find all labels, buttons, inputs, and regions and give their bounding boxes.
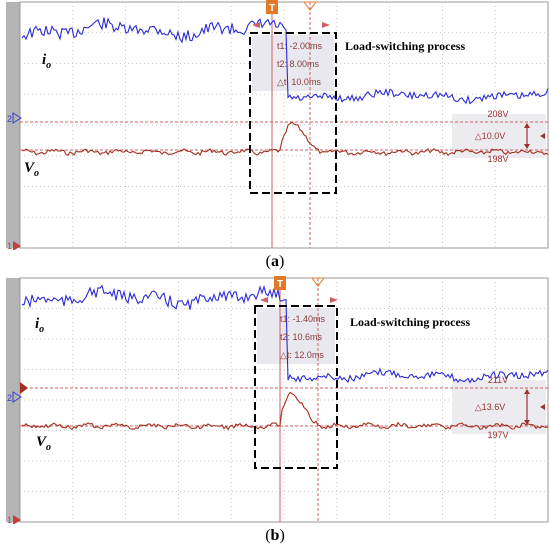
upper-level-readout: 211V bbox=[488, 375, 508, 385]
delta-arrow-head-up bbox=[524, 389, 530, 394]
io-label-main: i bbox=[42, 52, 47, 68]
cursor-readout-bg bbox=[257, 308, 335, 364]
cursor-dt-readout: △t: 10.0ms bbox=[277, 77, 321, 87]
delta-side-arrow bbox=[540, 404, 545, 410]
load-switch-box bbox=[254, 305, 338, 469]
vo-label: Vo bbox=[36, 434, 51, 453]
scope-screen-b: T 2 1 t1: -1.40ms t2: 10.6ms △t: 12.0ms Load-s… bbox=[0, 276, 550, 525]
trigger-marker bbox=[266, 0, 278, 14]
scope-screen-a: T 2 1 t1: -2.00ms t2: 8.00ms △t: 10.0ms Load-s… bbox=[0, 0, 550, 251]
upper-level-readout: 208V bbox=[487, 109, 508, 119]
ref-marker bbox=[20, 382, 28, 394]
caption-b-label: b bbox=[270, 527, 280, 544]
io-waveform bbox=[21, 284, 549, 384]
io-label-sub: o bbox=[39, 324, 44, 335]
caption-a: (a) bbox=[265, 253, 285, 270]
ch1-marker bbox=[13, 515, 21, 525]
io-label-main: i bbox=[35, 316, 40, 332]
lower-level-readout: 198V bbox=[487, 154, 508, 164]
cursor-dt-readout: △t: 12.0ms bbox=[280, 350, 324, 360]
ch1-marker bbox=[13, 241, 21, 251]
cursor-t2-readout: t2: 10.6ms bbox=[280, 332, 323, 342]
annotation-text: Load-switching process bbox=[345, 39, 465, 53]
vo-label-main: V bbox=[24, 160, 36, 176]
vo-label-sub: o bbox=[46, 442, 51, 453]
lower-level-readout: 197V bbox=[487, 430, 508, 440]
trigger-marker-label: T bbox=[277, 279, 283, 290]
cursor-t1-readout: t1: -2.00ms bbox=[277, 41, 323, 51]
delta-arrow-head-down bbox=[524, 144, 530, 149]
delta-level-readout: △10.0V bbox=[475, 131, 505, 141]
ch2-label: 2 bbox=[7, 114, 12, 124]
caption-a-label: a bbox=[271, 253, 279, 270]
vo-label: Vo bbox=[24, 160, 39, 179]
cursor-t2-marker bbox=[311, 277, 325, 287]
vo-label-main: V bbox=[36, 434, 48, 450]
io-waveform bbox=[21, 17, 549, 105]
ch2-marker bbox=[12, 391, 22, 403]
caption-b: (b) bbox=[265, 527, 285, 544]
cursor-t2-readout: t2: 8.00ms bbox=[277, 59, 320, 69]
cursor-arrow-left bbox=[260, 297, 268, 303]
cursor-readout-bg bbox=[252, 35, 334, 91]
io-label: io bbox=[42, 52, 51, 71]
delta-arrow-head-down bbox=[524, 420, 530, 425]
vo-waveform bbox=[21, 121, 549, 157]
cursor-t2-marker bbox=[303, 1, 317, 11]
io-label-sub: o bbox=[46, 60, 51, 71]
channel-sidebar bbox=[6, 2, 20, 248]
scope-panel-a: T 2 1 t1: -2.00ms t2: 8.00ms △t: 10.0ms Load-s… bbox=[0, 0, 550, 251]
annotation-text: Load-switching process bbox=[350, 315, 470, 329]
ch2-label: 2 bbox=[7, 393, 12, 403]
trigger-marker bbox=[274, 276, 286, 290]
vo-label-sub: o bbox=[34, 168, 39, 179]
delta-level-readout: △13.6V bbox=[475, 402, 505, 412]
cursor-t1-readout: t1: -1.40ms bbox=[280, 314, 326, 324]
io-label: io bbox=[35, 316, 44, 335]
trigger-marker-label: T bbox=[269, 3, 275, 14]
cursor-arrow-right bbox=[330, 297, 338, 303]
vo-waveform bbox=[21, 391, 549, 431]
cursor-arrow-right bbox=[322, 22, 330, 28]
delta-arrow-head-up bbox=[524, 123, 530, 128]
ch1-label: 1 bbox=[7, 515, 12, 524]
cursor-arrow-left bbox=[252, 22, 260, 28]
delta-side-arrow bbox=[540, 133, 545, 139]
scope-panel-b: T 2 1 t1: -1.40ms t2: 10.6ms △t: 12.0ms Load-s… bbox=[0, 276, 550, 525]
load-switch-box bbox=[249, 32, 337, 194]
ch2-marker bbox=[12, 112, 22, 124]
ch1-label: 1 bbox=[7, 241, 12, 250]
